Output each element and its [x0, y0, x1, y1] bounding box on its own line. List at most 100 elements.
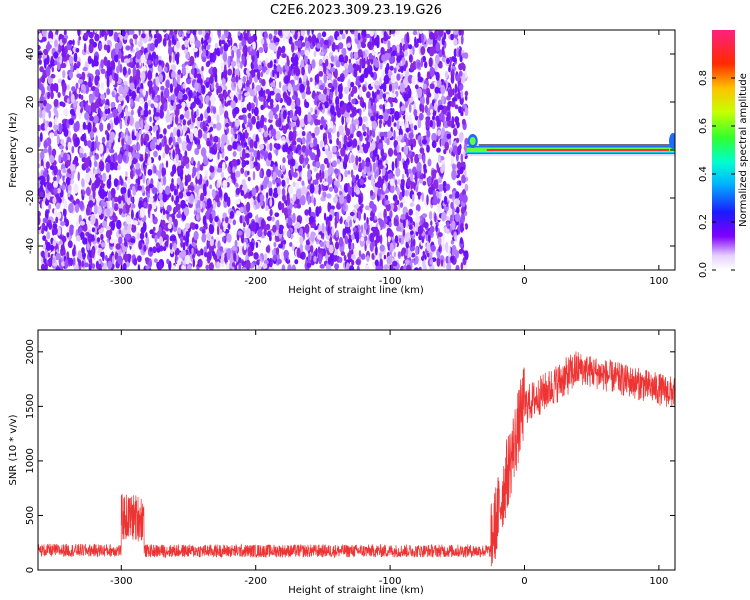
spectrogram-noise-cell	[81, 71, 86, 82]
spectrogram-noise-cell	[99, 122, 104, 132]
spectrogram-noise-cell	[93, 160, 98, 168]
spectrogram-noise-cell	[91, 141, 95, 152]
spectrogram-noise-cell	[365, 120, 369, 128]
spectrogram-noise-cell	[128, 155, 132, 166]
spectrogram-noise-cell	[246, 126, 250, 134]
spectrogram-noise-cell	[332, 79, 338, 90]
spectrogram-noise-cell	[414, 84, 419, 90]
spectrogram-noise-cell	[363, 212, 366, 221]
spectrogram-noise-cell	[312, 160, 316, 167]
spectrogram-noise-cell	[345, 128, 351, 137]
spectrogram-noise-cell	[111, 197, 115, 209]
spectrogram-noise-cell	[417, 225, 424, 235]
spectrogram-noise-cell	[338, 162, 345, 170]
spectrogram-noise-cell	[117, 153, 123, 164]
spectrogram-noise-cell	[423, 221, 429, 229]
spectrogram-noise-region	[38, 30, 469, 270]
spectrogram-noise-cell	[288, 130, 294, 142]
spectrogram-noise-cell	[45, 199, 50, 206]
spectrogram-noise-cell	[185, 231, 190, 239]
spectrogram-noise-cell	[374, 215, 377, 221]
spectrogram-noise-cell	[100, 242, 106, 248]
spectrogram-noise-cell	[196, 108, 199, 117]
spectrogram-noise-cell	[377, 188, 381, 197]
spectrogram-noise-cell	[258, 96, 265, 102]
spectrogram-noise-cell	[139, 232, 145, 240]
spectrogram-noise-cell	[95, 69, 100, 76]
spectrogram-noise-cell	[327, 167, 332, 176]
spectrogram-noise-cell	[38, 210, 41, 218]
spectrogram-noise-cell	[52, 197, 57, 205]
spectrogram-noise-cell	[347, 170, 351, 175]
spectrogram-noise-cell	[374, 97, 378, 104]
spectrogram-noise-cell	[374, 182, 379, 188]
spectrogram-noise-cell	[458, 48, 462, 58]
spectrogram-noise-cell	[83, 32, 89, 39]
spectrogram-noise-cell	[206, 77, 210, 82]
spectrogram-noise-cell	[206, 106, 211, 114]
spectrogram-noise-cell	[437, 155, 441, 163]
spectrogram-noise-cell	[410, 62, 414, 72]
spectrogram-noise-cell	[43, 99, 47, 107]
spectrogram-noise-cell	[177, 227, 182, 235]
spectrogram-noise-cell	[93, 115, 99, 124]
spectrogram-noise-cell	[325, 148, 329, 156]
spectrogram-noise-cell	[46, 231, 51, 240]
spectrogram-noise-cell	[458, 70, 463, 77]
spectrogram-noise-cell	[248, 191, 252, 197]
spectrogram-noise-cell	[191, 242, 197, 247]
spectrogram-noise-cell	[186, 101, 191, 108]
spectrogram-noise-cell	[416, 161, 422, 172]
spectrogram-noise-cell	[323, 169, 329, 179]
spectrogram-noise-cell	[406, 31, 410, 43]
spectrogram-noise-cell	[202, 133, 208, 139]
spectrogram-noise-cell	[335, 103, 340, 112]
spectrogram-noise-cell	[140, 119, 144, 130]
spectrogram-noise-cell	[50, 73, 56, 79]
spectrogram-noise-cell	[425, 117, 431, 129]
spectrogram-noise-cell	[47, 257, 53, 268]
spectrogram-noise-cell	[75, 107, 81, 116]
spectrogram-noise-cell	[379, 61, 383, 70]
spectrogram-noise-cell	[257, 69, 261, 80]
spectrogram-noise-cell	[367, 58, 370, 70]
spectrogram-noise-cell	[437, 129, 442, 137]
spectrogram-noise-cell	[445, 30, 451, 35]
spectrogram-noise-cell	[282, 144, 287, 153]
spectrogram-noise-cell	[66, 226, 70, 233]
spectrogram-noise-cell	[169, 114, 173, 125]
spectrogram-noise-cell	[368, 108, 372, 113]
spectrogram-noise-cell	[357, 32, 361, 41]
spectrogram-noise-cell	[426, 96, 430, 105]
spectrogram-noise-cell	[382, 103, 386, 114]
spectrogram-noise-cell	[82, 237, 88, 245]
spectrogram-noise-cell	[427, 158, 432, 167]
spectrogram-noise-cell	[255, 134, 259, 143]
spectrogram-noise-cell	[284, 75, 290, 84]
spectrogram-noise-cell	[291, 245, 295, 251]
spectrogram-noise-cell	[455, 191, 460, 199]
spectrogram-noise-cell	[416, 61, 421, 68]
spectrogram-noise-cell	[266, 216, 273, 221]
spectrogram-noise-cell	[323, 39, 329, 46]
spectrogram-noise-cell	[94, 87, 100, 98]
spectrogram-noise-cell	[415, 210, 419, 217]
spectrogram-noise-cell	[344, 68, 349, 76]
spectrogram-noise-cell	[55, 252, 61, 261]
spectrogram-noise-cell	[431, 140, 437, 149]
spectrogram-noise-cell	[296, 188, 302, 200]
spectrogram-noise-cell	[328, 244, 334, 254]
spectrogram-noise-cell	[278, 81, 282, 89]
spectrogram-noise-cell	[460, 206, 465, 215]
spectrogram-noise-cell	[332, 160, 337, 168]
spectrogram-noise-cell	[394, 111, 400, 121]
spectrogram-noise-cell	[374, 171, 377, 180]
spectrogram-noise-cell	[68, 130, 72, 138]
spectrogram-noise-cell	[369, 216, 374, 222]
spectrogram-noise-cell	[216, 182, 220, 188]
spectrogram-noise-cell	[77, 79, 84, 84]
spectrogram-noise-cell	[241, 260, 246, 267]
spectrogram-noise-cell	[78, 127, 83, 134]
spectrogram-noise-cell	[153, 150, 158, 158]
